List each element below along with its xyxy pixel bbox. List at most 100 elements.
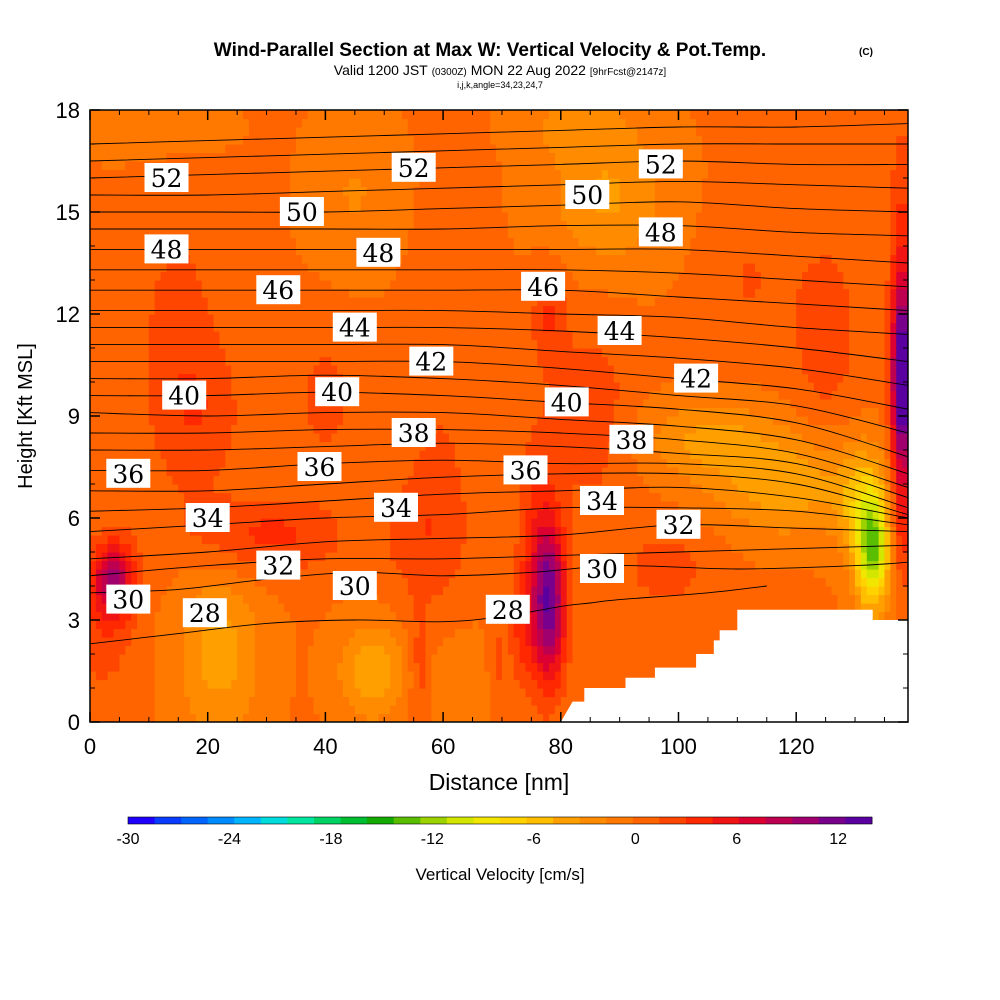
heatmap-cell <box>160 118 168 128</box>
heatmap-cell <box>472 305 479 315</box>
heatmap-cell <box>272 441 279 451</box>
heatmap-cell <box>131 535 138 545</box>
heatmap-cell <box>137 543 144 553</box>
heatmap-cell <box>90 339 97 349</box>
heatmap-cell <box>154 127 162 137</box>
heatmap-cell <box>313 577 321 587</box>
heatmap-cell <box>360 178 368 188</box>
heatmap-cell <box>113 152 121 162</box>
heatmap-cell <box>390 390 397 400</box>
heatmap-cell <box>384 467 391 477</box>
heatmap-cell <box>213 705 221 715</box>
heatmap-cell <box>348 348 356 358</box>
heatmap-cell <box>343 271 350 281</box>
heatmap-cell <box>243 679 250 689</box>
heatmap-cell <box>437 246 444 256</box>
heatmap-cell <box>137 628 144 638</box>
heatmap-cell <box>307 594 315 604</box>
heatmap-cell <box>419 127 427 137</box>
heatmap-cell <box>437 339 444 349</box>
heatmap-cell <box>219 535 226 545</box>
heatmap-cell <box>396 645 403 655</box>
heatmap-cell <box>113 399 121 409</box>
heatmap-cell <box>448 560 456 570</box>
heatmap-cell <box>413 594 421 604</box>
heatmap-cell <box>137 186 144 196</box>
heatmap-cell <box>148 475 156 485</box>
heatmap-cell <box>343 484 350 494</box>
heatmap-cell <box>266 628 274 638</box>
heatmap-cell <box>107 560 115 570</box>
heatmap-cell <box>278 441 285 451</box>
heatmap-cell <box>101 603 109 613</box>
heatmap-cell <box>307 229 315 239</box>
heatmap-cell <box>325 654 332 664</box>
heatmap-cell <box>472 586 479 596</box>
heatmap-cell <box>125 662 132 672</box>
heatmap-cell <box>166 373 173 383</box>
heatmap-cell <box>148 696 156 706</box>
heatmap-cell <box>254 246 262 256</box>
heatmap-cell <box>113 518 121 528</box>
heatmap-cell <box>390 382 397 392</box>
heatmap-cell <box>454 560 462 570</box>
heatmap-cell <box>243 654 250 664</box>
heatmap-cell <box>460 169 468 179</box>
heatmap-cell <box>172 577 179 587</box>
heatmap-cell <box>460 152 468 162</box>
heatmap-cell <box>131 407 138 417</box>
heatmap-cell <box>207 356 215 366</box>
heatmap-cell <box>125 220 132 230</box>
heatmap-cell <box>172 135 179 145</box>
heatmap-cell <box>113 637 121 647</box>
heatmap-cell <box>407 526 415 536</box>
heatmap-cell <box>454 433 462 443</box>
heatmap-cell <box>472 237 479 247</box>
heatmap-cell <box>254 543 262 553</box>
heatmap-cell <box>201 424 209 434</box>
heatmap-cell <box>319 611 326 621</box>
heatmap-cell <box>360 628 368 638</box>
heatmap-cell <box>337 552 344 562</box>
heatmap-cell <box>407 696 415 706</box>
heatmap-cell <box>337 535 344 545</box>
heatmap-cell <box>172 322 179 332</box>
heatmap-cell <box>266 203 274 213</box>
heatmap-cell <box>166 288 173 298</box>
heatmap-cell <box>348 288 356 298</box>
heatmap-cell <box>484 280 491 290</box>
heatmap-cell <box>360 552 368 562</box>
heatmap-cell <box>160 543 168 553</box>
heatmap-cell <box>301 696 309 706</box>
heatmap-cell <box>472 458 479 468</box>
heatmap-cell <box>343 696 350 706</box>
heatmap-cell <box>360 475 368 485</box>
heatmap-cell <box>266 679 274 689</box>
heatmap-cell <box>454 671 462 681</box>
heatmap-cell <box>437 229 444 239</box>
heatmap-cell <box>472 611 479 621</box>
heatmap-cell <box>113 671 121 681</box>
heatmap-cell <box>343 229 350 239</box>
heatmap-cell <box>160 713 168 722</box>
heatmap-cell <box>278 373 285 383</box>
heatmap-cell <box>131 297 138 307</box>
heatmap-cell <box>201 135 209 145</box>
heatmap-cell <box>360 637 368 647</box>
heatmap-cell <box>195 637 203 647</box>
heatmap-cell <box>295 586 303 596</box>
heatmap-cell <box>472 356 479 366</box>
heatmap-cell <box>90 356 97 366</box>
heatmap-cell <box>260 475 268 485</box>
heatmap-cell <box>366 161 374 171</box>
heatmap-cell <box>490 169 497 179</box>
heatmap-cell <box>119 263 126 273</box>
heatmap-cell <box>478 705 485 715</box>
heatmap-cell <box>425 543 432 553</box>
heatmap-cell <box>190 271 197 281</box>
heatmap-cell <box>354 441 362 451</box>
heatmap-cell <box>301 441 309 451</box>
heatmap-cell <box>154 382 162 392</box>
heatmap-cell <box>472 518 479 528</box>
heatmap-cell <box>172 450 179 460</box>
